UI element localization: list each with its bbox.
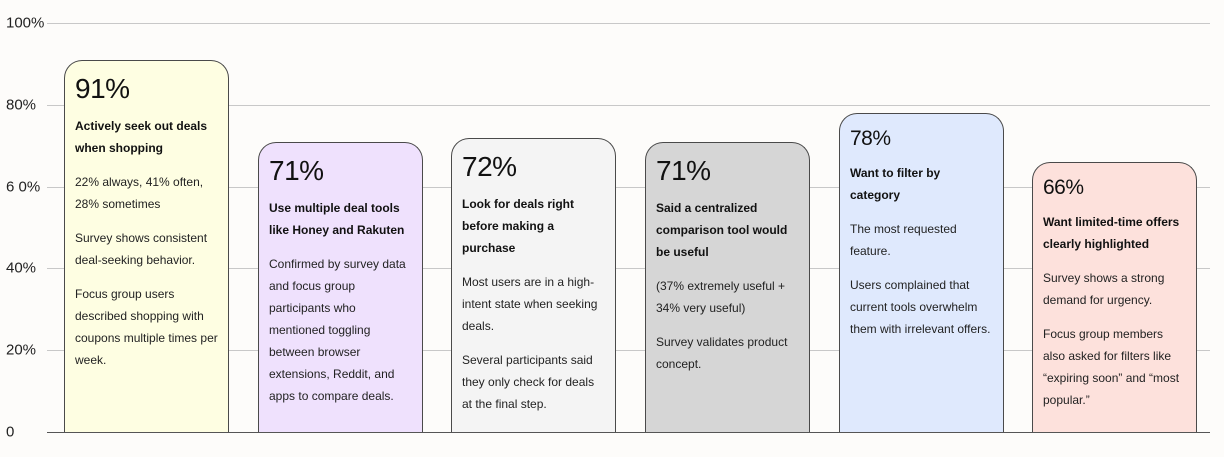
bar-description: Survey shows consistent deal-seeking beh… [75,231,208,267]
y-tick-label: 6 0% [6,178,41,196]
bar-value-label: 91% [75,73,130,104]
y-tick-label: 80% [6,96,37,114]
bar-description: The most requested feature. [850,222,957,258]
bar-description: Focus group users described shopping wit… [75,287,218,367]
bar-description: Most users are in a high-intent state wh… [462,275,598,333]
bar-value-label: 72% [462,151,517,182]
gridline [47,105,1210,106]
bar-description: Survey shows a strong demand for urgency… [1043,271,1165,307]
bar-description: Users complained that current tools over… [850,278,991,336]
bar-headline: Look for deals right before making a pur… [462,197,575,255]
y-tick-label: 40% [6,259,37,277]
bar-value-label: 66% [1043,176,1084,199]
bar-value-label: 71% [656,155,711,186]
bar-card: 71% Said a centralized comparison tool wo… [645,142,810,432]
bar-headline: Use multiple deal tools like Honey and R… [269,201,405,237]
x-axis-baseline [47,432,1210,433]
bar-card: 78% Want to filter by category The most re… [839,113,1004,432]
bar-description: (37% extremely useful + 34% very useful) [656,279,786,315]
y-tick-label: 100% [6,14,45,32]
bar-card: 91% Actively seek out deals when shopping… [64,60,229,432]
bar-card: 66% Want limited-time offers clearly high… [1032,162,1197,432]
y-tick-label: 0 [6,423,15,441]
bar-value-label: 78% [850,127,891,150]
bar-description: Focus group members also asked for filte… [1043,327,1180,407]
gridline [47,23,1210,24]
gridline [47,350,1210,351]
gridline [47,268,1210,269]
bar-card: 71% Use multiple deal tools like Honey an… [258,142,423,432]
bar-description: 22% always, 41% often, 28% sometimes [75,175,204,211]
bar-description: Confirmed by survey data and focus group… [269,257,406,403]
bar-headline: Want limited-time offers clearly highlig… [1043,215,1180,251]
bar-headline: Actively seek out deals when shopping [75,119,208,155]
y-tick-label: 20% [6,341,37,359]
gridline [47,187,1210,188]
bar-headline: Said a centralized comparison tool would… [656,201,788,259]
bar-description: Survey validates product concept. [656,335,788,371]
bar-description: Several participants said they only chec… [462,353,595,411]
bar-card: 72% Look for deals right before making a … [451,138,616,432]
bar-headline: Want to filter by category [850,166,941,202]
bar-value-label: 71% [269,155,324,186]
